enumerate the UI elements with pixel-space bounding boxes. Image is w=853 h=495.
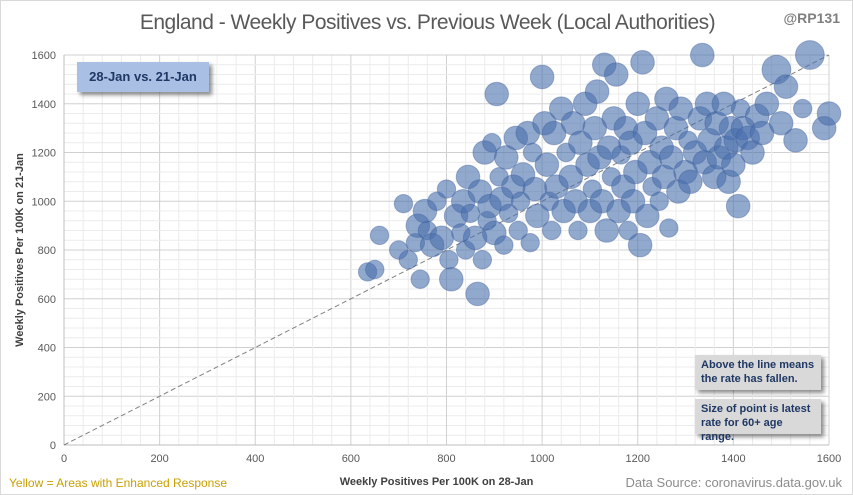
author-handle: @RP131 <box>783 10 840 26</box>
data-bubble <box>644 106 670 131</box>
data-bubble <box>429 225 455 251</box>
y-tick-label: 1400 <box>32 99 56 111</box>
x-axis-title: Weekly Positives Per 100K on 28-Jan <box>340 476 534 488</box>
data-bubble <box>460 203 481 224</box>
y-tick-label: 1200 <box>32 148 56 160</box>
data-bubble <box>668 96 694 121</box>
data-bubble <box>721 152 746 177</box>
line-explanation-note: Above the line means the rate has fallen… <box>695 355 821 390</box>
data-bubble <box>725 193 751 219</box>
y-tick-label: 600 <box>38 294 56 306</box>
data-bubble <box>630 50 655 75</box>
data-bubble <box>618 220 638 241</box>
yellow-legend-note: Yellow = Areas with Enhanced Response <box>9 476 228 490</box>
data-bubble <box>625 91 651 117</box>
data-bubble <box>793 98 813 119</box>
x-tick-label: 1000 <box>530 453 554 465</box>
data-bubble <box>436 179 457 199</box>
data-bubble <box>439 250 459 270</box>
data-bubble <box>369 225 390 246</box>
data-bubble <box>603 62 629 87</box>
data-bubble <box>649 191 669 211</box>
data-bubble <box>568 220 588 241</box>
data-bubble <box>582 115 608 141</box>
data-bubble <box>484 81 510 107</box>
y-axis-title: Weekly Positives Per 100K on 21-Jan <box>14 153 26 347</box>
data-bubble <box>398 250 418 270</box>
data-bubble <box>438 266 464 292</box>
data-bubble <box>529 64 555 90</box>
x-tick-label: 200 <box>150 453 168 465</box>
data-bubble <box>541 220 562 241</box>
data-bubble <box>393 193 414 214</box>
y-tick-label: 800 <box>38 245 56 257</box>
x-tick-label: 400 <box>246 453 264 465</box>
data-bubble <box>620 188 646 214</box>
x-tick-label: 1600 <box>817 453 841 465</box>
data-bubble <box>584 79 610 104</box>
data-source: Data Source: coronavirus.data.gov.uk <box>625 475 842 490</box>
data-bubble <box>658 145 684 170</box>
date-comparison-label: 28-Jan vs. 21-Jan <box>77 62 209 92</box>
data-bubble <box>568 130 593 156</box>
y-tick-label: 200 <box>38 391 56 403</box>
data-bubble <box>659 218 679 238</box>
data-bubble <box>498 203 519 224</box>
chart-title: England - Weekly Positives vs. Previous … <box>139 11 716 34</box>
size-explanation-note: Size of point is latest rate for 60+ age… <box>695 399 821 443</box>
data-bubble <box>558 164 584 190</box>
x-tick-label: 1400 <box>721 453 745 465</box>
data-bubble <box>493 145 519 170</box>
y-tick-label: 1600 <box>32 50 56 62</box>
data-bubble <box>740 140 765 165</box>
data-bubble <box>525 203 550 229</box>
data-bubble <box>522 142 543 163</box>
data-bubble <box>594 218 619 243</box>
data-bubble <box>783 128 808 153</box>
data-bubble <box>482 133 502 153</box>
data-bubble <box>494 235 514 255</box>
data-bubble <box>410 269 430 289</box>
data-bubble <box>465 281 490 307</box>
data-bubble <box>754 91 780 117</box>
x-tick-label: 800 <box>437 453 455 465</box>
x-tick-label: 1200 <box>626 453 650 465</box>
data-bubble <box>541 120 567 146</box>
y-tick-label: 0 <box>50 440 56 452</box>
data-bubble <box>678 169 703 195</box>
x-tick-label: 0 <box>61 453 67 465</box>
data-bubble <box>510 191 531 211</box>
data-bubble <box>794 40 825 70</box>
data-bubble <box>520 232 540 253</box>
data-bubble <box>768 110 794 136</box>
data-bubble <box>534 152 560 177</box>
data-bubble <box>816 101 842 126</box>
data-bubble <box>508 220 528 241</box>
data-bubble <box>749 120 775 146</box>
data-bubble <box>627 232 653 258</box>
x-tick-label: 600 <box>342 453 360 465</box>
data-bubble <box>472 250 493 270</box>
data-bubble <box>773 74 799 99</box>
data-bubble <box>635 203 660 229</box>
data-bubble <box>365 259 385 280</box>
y-tick-label: 400 <box>38 343 56 355</box>
y-tick-label: 1000 <box>32 196 56 208</box>
data-bubble <box>689 42 715 68</box>
